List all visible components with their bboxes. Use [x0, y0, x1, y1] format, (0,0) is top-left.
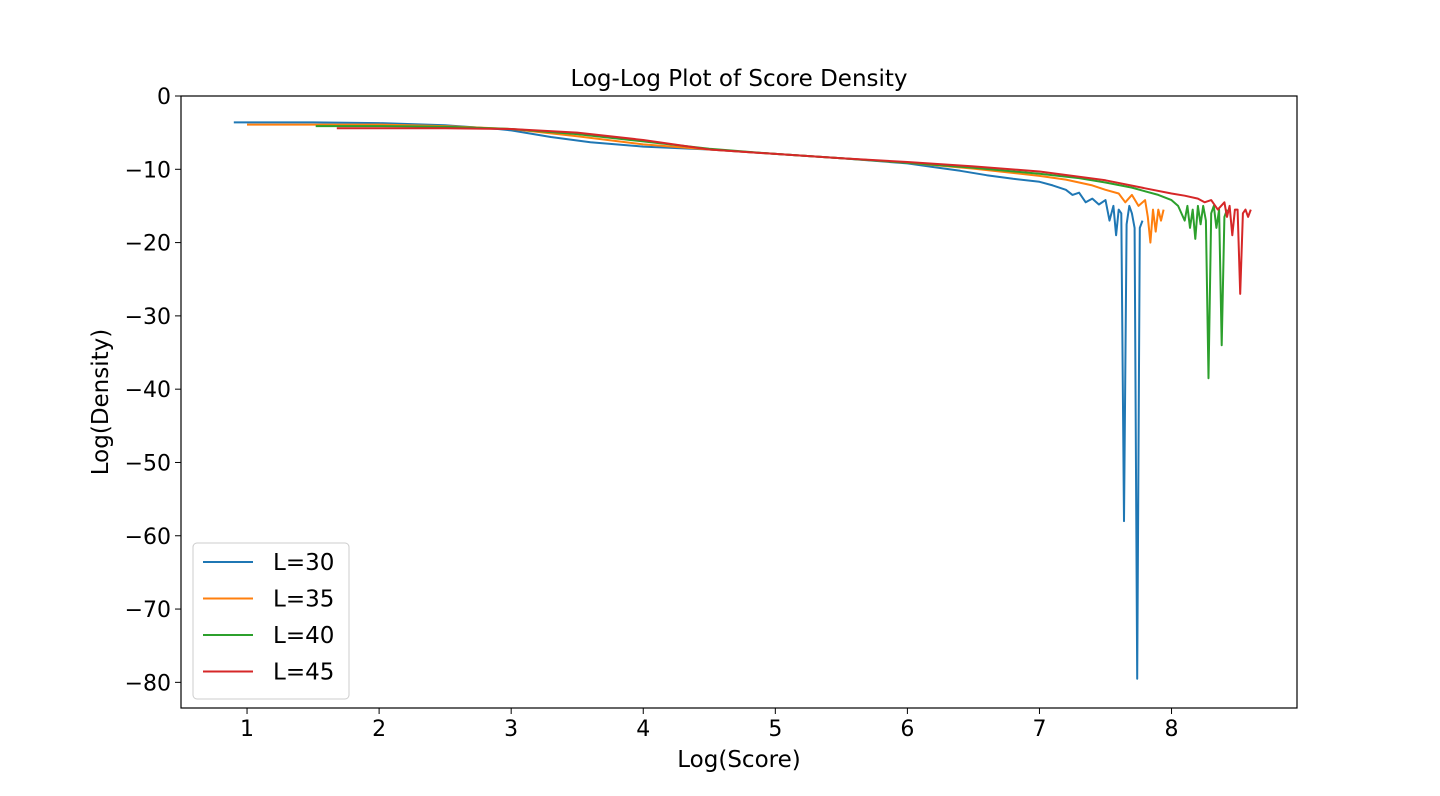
chart-marks — [233, 121, 1252, 680]
x-tick-label: 1 — [240, 717, 254, 742]
legend-label-2: L=35 — [273, 587, 334, 613]
y-tick-label: −80 — [125, 671, 171, 696]
y-tick-label: −40 — [125, 378, 171, 403]
x-tick-label: 2 — [372, 717, 386, 742]
chart-title: Log-Log Plot of Score Density — [570, 66, 907, 92]
axis-ticks: 1 2 3 4 5 6 7 8 0 −10 −20 −30 −40 −50 −60 −70 −80 — [125, 85, 1179, 742]
y-tick-label: −30 — [125, 305, 171, 330]
plot-area-frame — [180, 95, 1298, 709]
x-tick-label: 7 — [1032, 717, 1046, 742]
series-line-3 — [315, 125, 1228, 380]
legend-label-1: L=30 — [273, 550, 334, 576]
y-tick-label: −70 — [125, 598, 171, 623]
y-tick-label: 0 — [157, 85, 171, 110]
x-tick-label: 3 — [504, 717, 518, 742]
series-line-4 — [336, 127, 1252, 295]
y-axis-label: Log(Density) — [88, 329, 114, 475]
legend-label-3: L=40 — [273, 623, 334, 649]
series-line-1 — [233, 121, 1144, 680]
y-tick-label: −60 — [125, 525, 171, 550]
y-tick-label: −20 — [125, 232, 171, 257]
y-tick-label: −50 — [125, 451, 171, 476]
legend: L=30 L=35 L=40 L=45 — [192, 542, 350, 700]
x-tick-label: 6 — [900, 717, 914, 742]
legend-box — [192, 542, 350, 700]
legend-label-4: L=45 — [273, 660, 334, 686]
series-line-2 — [247, 123, 1165, 244]
y-tick-label: −10 — [125, 158, 171, 183]
x-tick-label: 4 — [636, 717, 650, 742]
x-tick-label: 5 — [768, 717, 782, 742]
x-axis-label: Log(Score) — [677, 747, 800, 773]
x-tick-label: 8 — [1165, 717, 1179, 742]
